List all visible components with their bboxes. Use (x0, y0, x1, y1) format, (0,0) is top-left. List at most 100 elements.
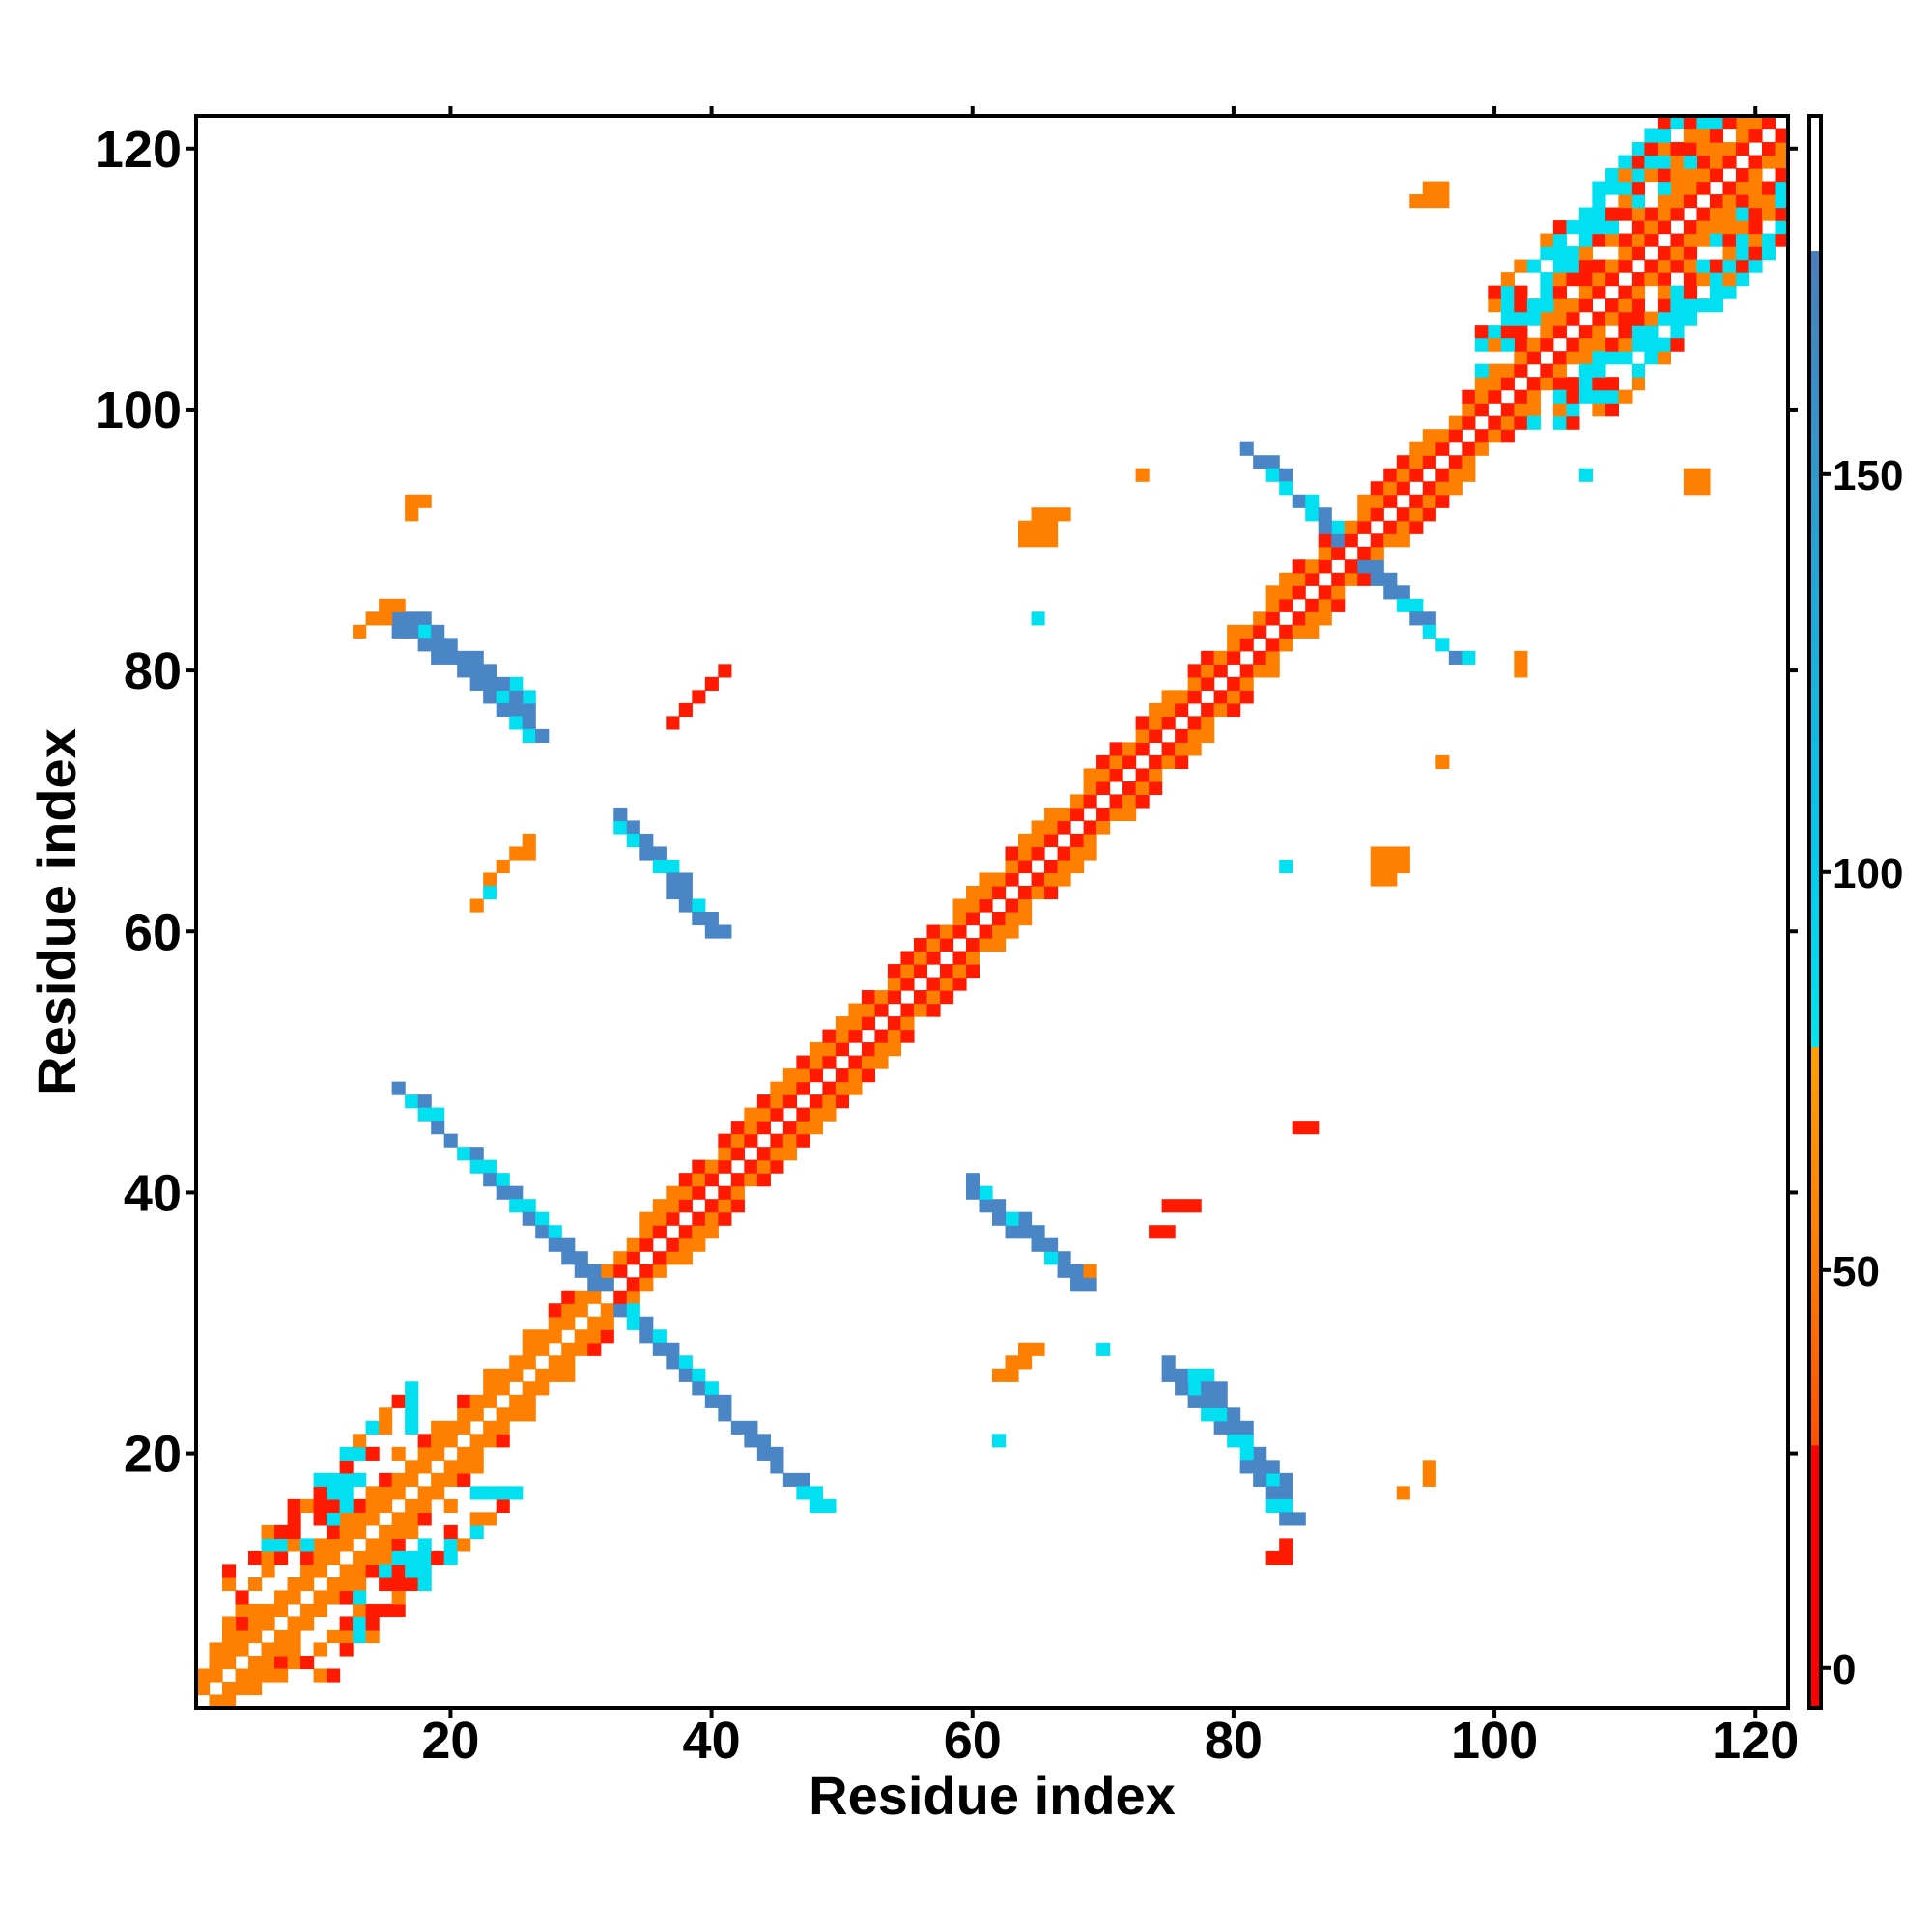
heatmap-cell (1566, 220, 1580, 235)
heatmap-cell (1239, 1434, 1254, 1448)
heatmap-cell (1018, 1355, 1033, 1370)
heatmap-cell (1526, 403, 1541, 417)
heatmap-cell (718, 1211, 732, 1226)
heatmap-cell (509, 1199, 524, 1213)
heatmap-cell (1083, 1277, 1097, 1292)
heatmap-cell (1696, 116, 1711, 130)
heatmap-cell (1500, 403, 1515, 417)
heatmap-cell (678, 1251, 693, 1265)
heatmap-cell (796, 1068, 810, 1083)
heatmap-cell (1265, 1498, 1280, 1513)
heatmap-cell (1422, 429, 1436, 443)
axis-ticks (186, 106, 1798, 1718)
heatmap-cell (1474, 337, 1489, 352)
heatmap-cell (1213, 650, 1228, 665)
tick-labels: 20 40 60 80 100 120 20 40 60 80 100 120 (95, 121, 1799, 1770)
heatmap-cell (1748, 246, 1763, 261)
heatmap-cell (952, 964, 967, 979)
heatmap-cell (730, 1133, 745, 1148)
heatmap-cell (704, 1211, 719, 1226)
heatmap-cell (1540, 285, 1554, 299)
heatmap-cell (796, 1133, 810, 1148)
heatmap-cell (600, 1277, 614, 1292)
heatmap-cell (483, 690, 497, 704)
heatmap-cell (639, 1225, 654, 1239)
heatmap-cell (1031, 1342, 1045, 1356)
heatmap-cell (1149, 702, 1163, 717)
heatmap-cell (848, 1055, 863, 1069)
heatmap-cell (979, 872, 993, 887)
heatmap-cell (1161, 1355, 1176, 1370)
heatmap-cell (209, 1655, 223, 1670)
heatmap-cell (1657, 155, 1672, 169)
heatmap-cell (274, 1655, 289, 1670)
heatmap-cell (796, 1107, 810, 1122)
heatmap-cell (1578, 468, 1593, 482)
heatmap-cell (469, 898, 484, 913)
heatmap-cell (1370, 481, 1384, 496)
heatmap-cell (1070, 833, 1085, 848)
heatmap-cell (379, 1603, 393, 1618)
heatmap-cell (1253, 1446, 1267, 1461)
heatmap-cell (809, 1055, 823, 1069)
heatmap-cell (1227, 624, 1241, 639)
heatmap-cell (548, 1225, 562, 1239)
heatmap-cell (1409, 441, 1424, 456)
heatmap-cell (756, 1094, 771, 1109)
heatmap-cell (1670, 246, 1685, 261)
heatmap-cell (222, 1681, 237, 1696)
heatmap-cell (405, 611, 419, 626)
colorbar-gradient (1809, 1047, 1821, 1270)
heatmap-cell (287, 1524, 301, 1539)
heatmap-cell (1292, 611, 1306, 626)
heatmap-cell (417, 1512, 432, 1526)
heatmap-cell (1083, 846, 1097, 861)
heatmap-cell (626, 1237, 640, 1252)
heatmap-cell (1435, 429, 1450, 443)
heatmap-cell (222, 1616, 237, 1631)
heatmap-cell (1592, 285, 1606, 299)
heatmap-cell (1292, 1121, 1306, 1135)
heatmap-cell (235, 1590, 249, 1605)
x-tick-label: 100 (1451, 1712, 1538, 1770)
heatmap-cell (1631, 233, 1646, 247)
heatmap-cell (1578, 377, 1593, 391)
heatmap-cell (1526, 311, 1541, 326)
heatmap-cell (483, 1381, 497, 1396)
heatmap-cell (652, 1342, 667, 1356)
heatmap-cell (1253, 455, 1267, 469)
heatmap-cell (483, 1420, 497, 1435)
heatmap-cell (1618, 168, 1633, 183)
heatmap-cell (1500, 272, 1515, 287)
heatmap-cell (1018, 833, 1033, 848)
heatmap-cell (652, 1251, 667, 1265)
heatmap-cell (835, 1094, 850, 1109)
heatmap-cell (1631, 325, 1646, 339)
heatmap-cell (1644, 337, 1659, 352)
heatmap-cell (1722, 194, 1737, 209)
heatmap-cell (1096, 807, 1111, 822)
heatmap-cell (313, 1590, 327, 1605)
heatmap-cell (1722, 285, 1737, 299)
heatmap-cell (1592, 259, 1606, 273)
heatmap-cell (613, 1264, 628, 1278)
heatmap-cell (1657, 168, 1672, 183)
heatmap-cell (1279, 1486, 1293, 1500)
heatmap-cell (379, 598, 393, 612)
heatmap-cell (1357, 546, 1372, 560)
heatmap-cell (1474, 363, 1489, 378)
heatmap-cell (1514, 337, 1528, 352)
heatmap-cell (1122, 794, 1137, 809)
heatmap-cell (431, 1121, 445, 1135)
heatmap-cell (522, 1342, 536, 1356)
heatmap-cell (574, 1251, 588, 1265)
heatmap-cell (1514, 351, 1528, 365)
heatmap-cell (835, 1068, 850, 1083)
heatmap-cell (1488, 337, 1502, 352)
heatmap-cell (339, 1472, 354, 1487)
heatmap-cell (1696, 298, 1711, 313)
heatmap-cell (704, 1173, 719, 1187)
heatmap-cell (1618, 389, 1633, 404)
heatmap-cell (1448, 481, 1463, 496)
heatmap-cell (782, 1094, 797, 1109)
